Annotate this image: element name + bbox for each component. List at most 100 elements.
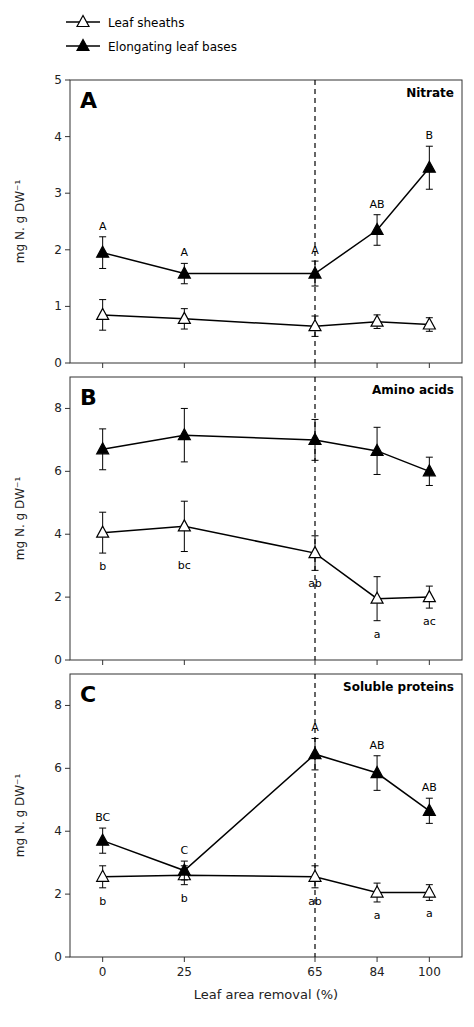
error-bar-cap	[426, 798, 433, 799]
y-tick	[65, 249, 70, 250]
error-bar-cap	[181, 263, 188, 264]
y-tick	[65, 768, 70, 769]
error-bar-cap	[312, 286, 319, 287]
y-tick-label: 2	[54, 590, 62, 604]
point-label: bc	[178, 559, 191, 572]
data-point	[371, 592, 383, 603]
point-label: ab	[308, 577, 322, 590]
data-point	[97, 246, 109, 257]
data-point	[309, 433, 321, 444]
point-label: a	[374, 628, 381, 641]
data-point	[371, 223, 383, 234]
error-bar-cap	[181, 501, 188, 502]
data-point	[423, 318, 435, 329]
series-line	[103, 435, 430, 471]
panel-label: C	[80, 682, 96, 707]
y-tick	[65, 831, 70, 832]
panel-title: Amino acids	[372, 383, 454, 397]
y-tick	[65, 597, 70, 598]
error-bar-cap	[181, 283, 188, 284]
x-axis-label: Leaf area removal (%)	[194, 987, 338, 1002]
data-point	[178, 520, 190, 531]
x-tick	[315, 363, 316, 368]
x-tick-label: 0	[99, 965, 107, 979]
error-bar-cap	[374, 883, 381, 884]
plot-area	[97, 377, 436, 660]
error-bar-cap	[374, 328, 381, 329]
y-tick	[65, 471, 70, 472]
error-bar-cap	[374, 474, 381, 475]
y-tick-label: 2	[54, 887, 62, 901]
error-bar-cap	[374, 755, 381, 756]
data-point	[371, 444, 383, 455]
data-point	[97, 870, 109, 881]
data-point	[97, 834, 109, 845]
error-bar-cap	[312, 887, 319, 888]
point-label: a	[374, 909, 381, 922]
x-tick	[377, 660, 378, 665]
data-point	[423, 161, 435, 172]
legend-item: Elongating leaf bases	[66, 40, 237, 54]
x-tick	[102, 957, 103, 962]
error-bar-cap	[181, 879, 188, 880]
y-axis-label: mg N. g DW⁻¹	[13, 477, 27, 561]
y-tick-label: 8	[54, 698, 62, 712]
error-bar-cap	[99, 887, 106, 888]
y-tick	[65, 80, 70, 81]
y-tick-label: 2	[54, 243, 62, 257]
y-tick	[65, 363, 70, 364]
error-bar-cap	[312, 261, 319, 262]
y-tick-label: 5	[54, 73, 62, 87]
point-label: A	[99, 220, 107, 233]
error-bar-cap	[181, 408, 188, 409]
panel-title: Soluble proteins	[343, 680, 454, 694]
error-bar-cap	[181, 551, 188, 552]
data-point	[97, 443, 109, 454]
error-bar-cap	[99, 512, 106, 513]
error-bar-cap	[426, 189, 433, 190]
error-bar-cap	[99, 268, 106, 269]
data-point	[178, 312, 190, 323]
data-point	[178, 267, 190, 278]
x-tick-label: 100	[418, 965, 441, 979]
y-tick-label: 0	[54, 653, 62, 667]
data-point	[309, 267, 321, 278]
data-point	[423, 465, 435, 476]
y-tick	[65, 660, 70, 661]
y-tick-label: 1	[54, 299, 62, 313]
data-point	[371, 767, 383, 778]
y-tick-label: 0	[54, 356, 62, 370]
x-tick-label: 65	[307, 965, 322, 979]
plot-frame	[70, 80, 462, 363]
error-bar-cap	[312, 769, 319, 770]
legend: Leaf sheaths Elongating leaf bases	[66, 16, 237, 54]
y-tick	[65, 408, 70, 409]
point-label: ab	[308, 895, 322, 908]
x-tick	[429, 660, 430, 665]
x-tick	[377, 957, 378, 962]
x-tick	[184, 957, 185, 962]
data-point	[178, 864, 190, 875]
series-line	[103, 315, 430, 326]
error-bar-cap	[99, 428, 106, 429]
x-tick	[315, 660, 316, 665]
error-bar-cap	[426, 900, 433, 901]
error-bar-cap	[426, 823, 433, 824]
point-label: ac	[423, 615, 436, 628]
y-tick	[65, 957, 70, 958]
error-bar-cap	[312, 738, 319, 739]
legend-item: Leaf sheaths	[66, 16, 184, 30]
error-bar-cap	[426, 146, 433, 147]
chart: 012345mg N. g DW⁻¹AAAABBANitrate02468mg …	[0, 0, 474, 1027]
y-tick-label: 8	[54, 401, 62, 415]
y-axis-label: mg N. g DW⁻¹	[13, 774, 27, 858]
error-bar-cap	[312, 460, 319, 461]
data-point	[371, 886, 383, 897]
error-bar-cap	[426, 586, 433, 587]
point-label: AB	[370, 739, 385, 752]
series-line	[103, 875, 430, 892]
error-bar-cap	[312, 535, 319, 536]
error-bar-cap	[426, 485, 433, 486]
x-tick	[102, 660, 103, 665]
x-tick	[429, 957, 430, 962]
